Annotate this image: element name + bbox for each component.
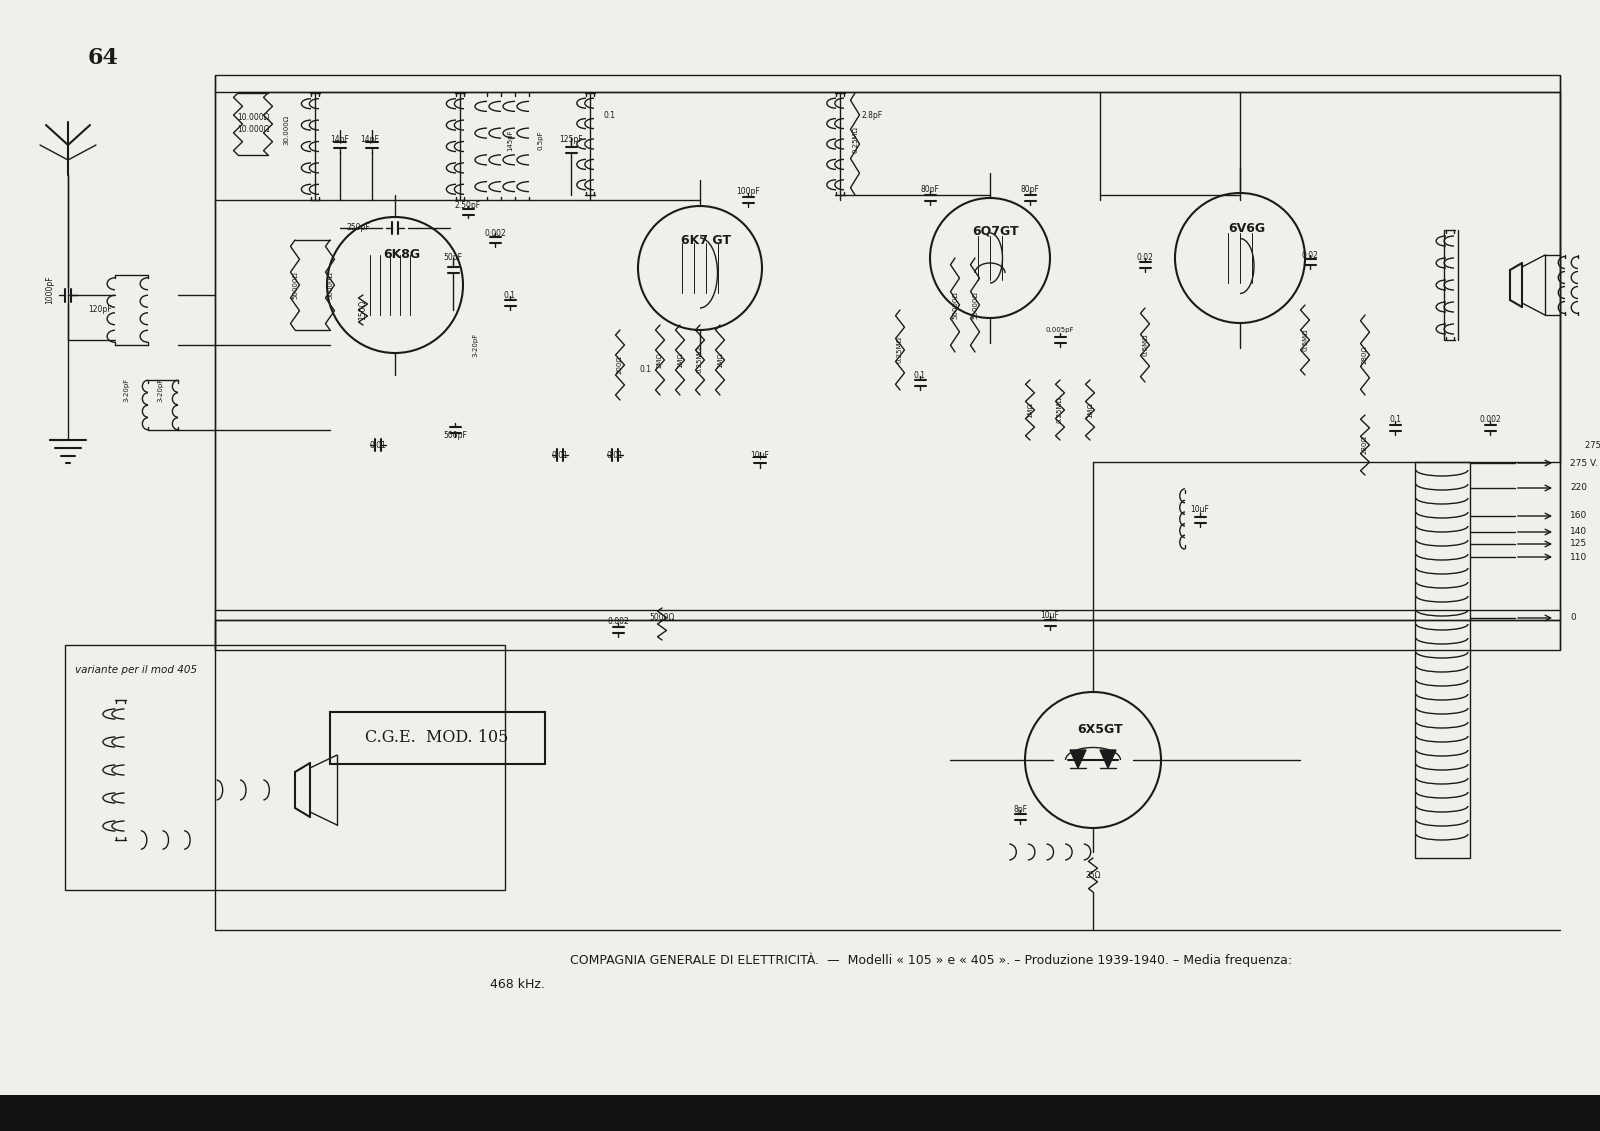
Text: 0.002: 0.002 — [485, 228, 506, 238]
Text: 100pF: 100pF — [736, 188, 760, 197]
Text: 10.000Ω: 10.000Ω — [237, 113, 269, 122]
Text: 0: 0 — [1570, 613, 1576, 622]
Text: 110: 110 — [1570, 553, 1587, 561]
Text: 280Ω: 280Ω — [1362, 435, 1368, 455]
Bar — [1414, 461, 1470, 858]
Text: 0.002: 0.002 — [606, 618, 629, 627]
Text: 14pF: 14pF — [360, 136, 379, 145]
Text: 50000Ω: 50000Ω — [291, 271, 298, 299]
Circle shape — [1026, 692, 1162, 828]
Text: 5000Ω: 5000Ω — [650, 613, 675, 622]
Text: variante per il mod 405: variante per il mod 405 — [75, 665, 197, 675]
Text: 220: 220 — [1570, 483, 1587, 492]
Text: 125pF: 125pF — [558, 136, 582, 145]
Text: 0.5pF: 0.5pF — [538, 130, 542, 149]
Text: 0.01: 0.01 — [606, 450, 624, 459]
Text: 0.1: 0.1 — [638, 365, 651, 374]
Text: 468 kHz.: 468 kHz. — [490, 977, 546, 991]
Text: 0.005pF: 0.005pF — [1046, 327, 1074, 333]
Text: 150Ω: 150Ω — [358, 300, 368, 320]
Circle shape — [1174, 193, 1306, 323]
Text: COMPAGNIA GENERALE DI ELETTRICITÀ.  —  Modelli « 105 » e « 405 ». – Produzione 1: COMPAGNIA GENERALE DI ELETTRICITÀ. — Mod… — [570, 952, 1293, 967]
Text: 125: 125 — [1570, 539, 1587, 549]
Text: 6Q7GT: 6Q7GT — [973, 224, 1019, 238]
Polygon shape — [1070, 750, 1086, 768]
Text: 0.25MΩ: 0.25MΩ — [1058, 397, 1062, 423]
Text: 0.25MΩ: 0.25MΩ — [898, 337, 902, 363]
Text: 1MΩ: 1MΩ — [717, 352, 723, 368]
Bar — [330, 713, 546, 765]
Text: 6V6G: 6V6G — [1227, 223, 1266, 235]
Text: 275 V.: 275 V. — [1570, 458, 1598, 467]
Text: 275 V.: 275 V. — [1586, 440, 1600, 449]
Text: 14pF: 14pF — [331, 136, 349, 145]
Text: 0.5MΩ: 0.5MΩ — [1302, 329, 1309, 352]
Text: 140: 140 — [1570, 527, 1587, 536]
Text: 50000Ω: 50000Ω — [952, 291, 958, 319]
Bar — [214, 75, 1560, 650]
Text: 0.25MΩ: 0.25MΩ — [851, 127, 858, 154]
Text: 1000pF: 1000pF — [45, 276, 54, 304]
Text: 1MΩ: 1MΩ — [1086, 402, 1093, 418]
Text: 30.000Ω: 30.000Ω — [283, 115, 290, 145]
Text: 0.25MΩ: 0.25MΩ — [698, 346, 702, 373]
Text: C.G.E.  MOD. 105: C.G.E. MOD. 105 — [365, 728, 509, 745]
Text: 50000Ω: 50000Ω — [973, 291, 978, 319]
Text: 0.02: 0.02 — [1136, 253, 1154, 262]
Text: 8pF: 8pF — [1013, 805, 1027, 814]
Text: 25Ω: 25Ω — [1085, 871, 1101, 880]
Text: 0.1: 0.1 — [914, 371, 926, 380]
Text: 50pF: 50pF — [443, 253, 462, 262]
Bar — [0, 1095, 1600, 1131]
Text: 3-20pF: 3-20pF — [123, 378, 130, 403]
Text: 145pF: 145pF — [507, 129, 514, 150]
Circle shape — [930, 198, 1050, 318]
Text: 160: 160 — [1570, 511, 1587, 520]
Text: 0.01: 0.01 — [552, 450, 568, 459]
Text: 3-20pF: 3-20pF — [472, 333, 478, 357]
Text: 120pF: 120pF — [88, 305, 112, 314]
Text: 3-20pF: 3-20pF — [157, 378, 163, 403]
Text: 10μF: 10μF — [1190, 506, 1210, 515]
Text: 0.1: 0.1 — [1389, 415, 1402, 424]
Text: 280Ω: 280Ω — [1362, 346, 1368, 364]
Polygon shape — [1101, 750, 1117, 768]
Bar — [66, 645, 506, 890]
Text: 1MΩ: 1MΩ — [677, 352, 683, 368]
Text: 10.000Ω: 10.000Ω — [237, 126, 269, 135]
Text: 1MΩ: 1MΩ — [1027, 402, 1034, 418]
Text: 0.02: 0.02 — [1301, 250, 1318, 259]
Text: 6K8G: 6K8G — [384, 248, 421, 261]
Circle shape — [326, 217, 462, 353]
Text: 80pF: 80pF — [920, 185, 939, 195]
Text: 2.50pF: 2.50pF — [454, 200, 482, 209]
Text: 10μF: 10μF — [1040, 611, 1059, 620]
Text: 500pF: 500pF — [443, 431, 467, 440]
Text: 0.002: 0.002 — [1478, 415, 1501, 424]
Text: 250pF: 250pF — [346, 224, 370, 233]
Text: 0.01: 0.01 — [370, 440, 387, 449]
Text: 80pF: 80pF — [1021, 185, 1040, 195]
Text: 0.1: 0.1 — [504, 291, 515, 300]
Text: 200Ω: 200Ω — [618, 355, 622, 374]
Text: 2MΩ: 2MΩ — [658, 352, 662, 368]
Text: 2.8pF: 2.8pF — [861, 111, 883, 120]
Text: 50000Ω: 50000Ω — [326, 271, 333, 299]
Text: 0.5MΩ: 0.5MΩ — [1142, 334, 1149, 356]
Circle shape — [638, 206, 762, 330]
Text: 0.1: 0.1 — [605, 111, 616, 120]
Text: 10μF: 10μF — [750, 450, 770, 459]
Text: 6K7 GT: 6K7 GT — [682, 234, 731, 247]
Text: 64: 64 — [88, 48, 118, 69]
Text: 6X5GT: 6X5GT — [1077, 723, 1123, 736]
